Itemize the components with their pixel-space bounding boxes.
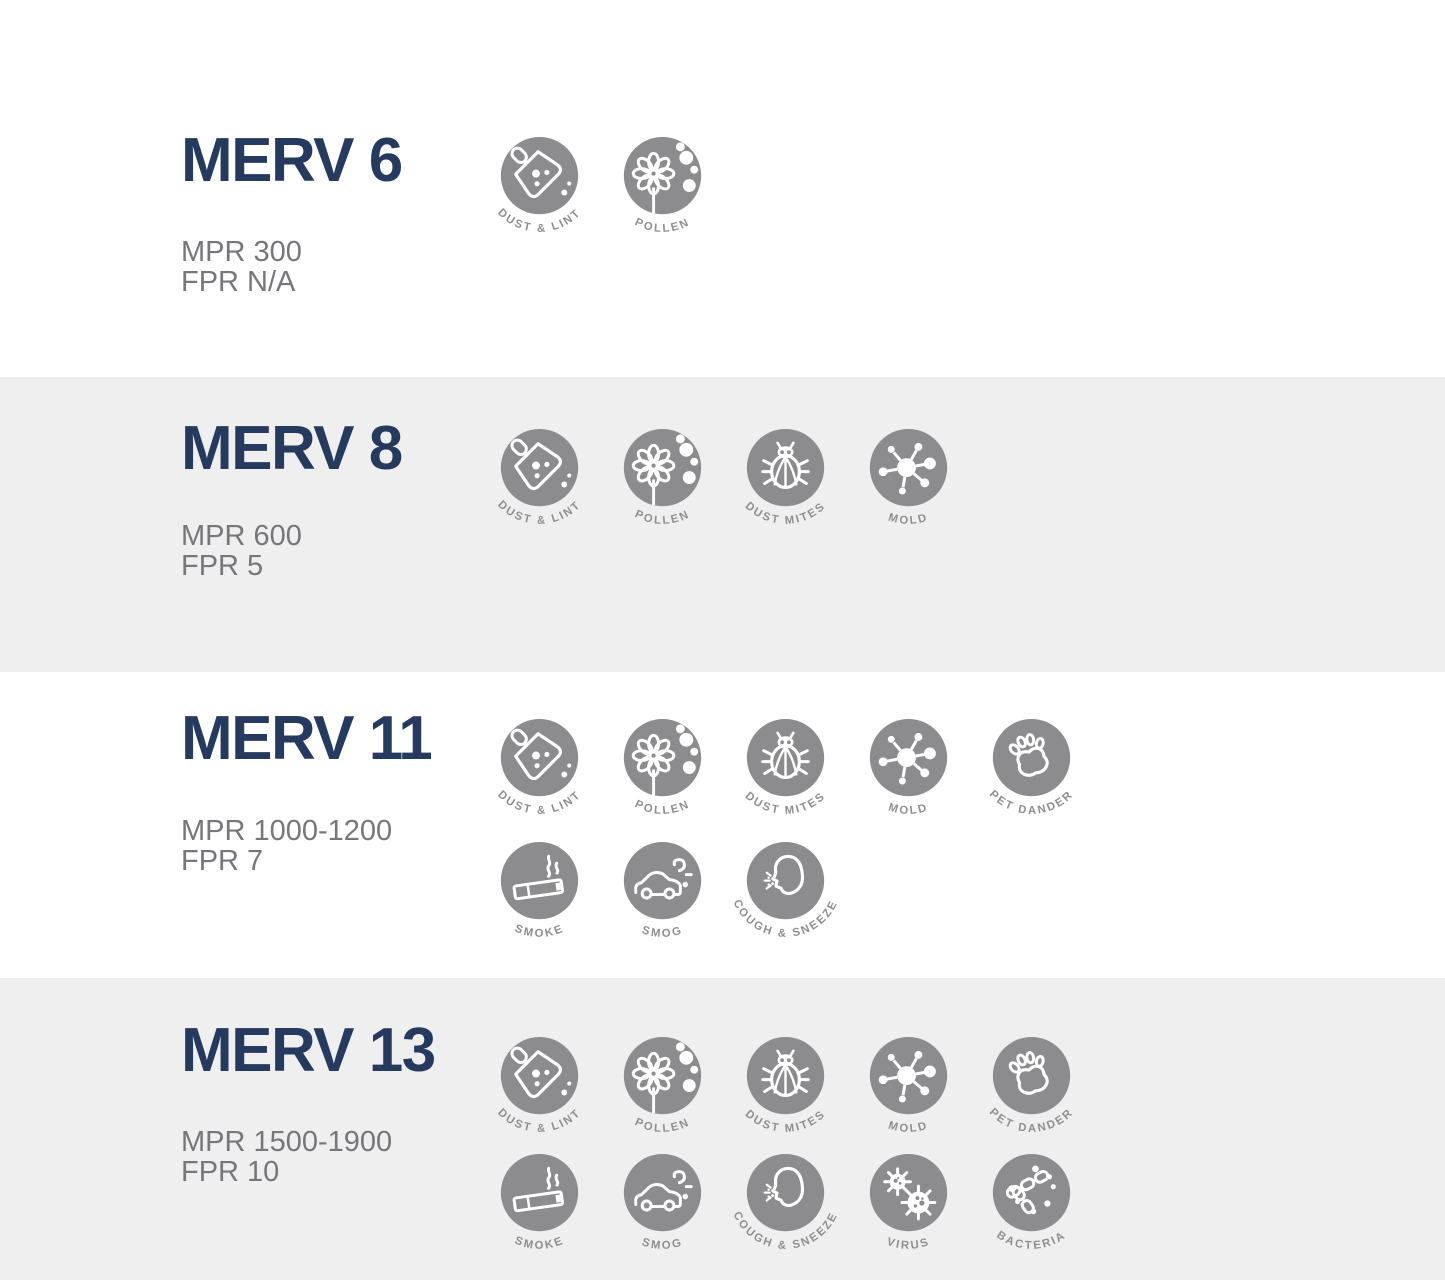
dust-mites-icon: DUST MITES — [743, 718, 826, 817]
pollen-icon: POLLEN — [623, 1036, 702, 1135]
contaminant-icon-row: DUST & LINT POLLEN DUST MITES MOLD PET DANDE… — [478, 714, 1093, 827]
icon-circle — [992, 718, 1071, 797]
pollen-icon: POLLEN — [623, 136, 702, 235]
icon-label: POLLEN — [633, 508, 692, 527]
dust-lint-icon: DUST & LINT — [495, 133, 582, 235]
contaminant-icon-row: DUST & LINT POLLEN — [478, 132, 724, 245]
smog-icon: SMOG — [623, 841, 702, 940]
icon-label: POLLEN — [633, 798, 692, 817]
pollen-icon: POLLEN — [623, 428, 702, 527]
section-ratings: MPR 1500-1900 FPR 10 — [181, 1127, 392, 1187]
mpr-value: MPR 600 — [181, 520, 302, 552]
section-ratings: MPR 1000-1200 FPR 7 — [181, 816, 392, 876]
icon-label: MOLD — [887, 1120, 930, 1136]
section-ratings: MPR 600 FPR 5 — [181, 521, 302, 581]
section-ratings: MPR 300 FPR N/A — [181, 237, 302, 297]
icon-circle — [623, 841, 702, 920]
icon-circle — [500, 428, 579, 507]
fpr-value: FPR 10 — [181, 1156, 280, 1188]
dust-lint-icon: DUST & LINT — [495, 715, 582, 817]
icon-label: SMOG — [640, 924, 684, 940]
contaminant-icon-row: DUST & LINT POLLEN DUST MITES MOLD — [478, 424, 970, 537]
pet-dander-icon: PET DANDER — [987, 1036, 1074, 1135]
fpr-value: FPR N/A — [181, 266, 296, 298]
smoke-icon: SMOKE — [500, 1153, 579, 1252]
cough-sneeze-icon: COUGH & SNEEZE — [730, 841, 838, 940]
section-title: MERV 6 — [181, 126, 403, 195]
icon-circle — [500, 1153, 579, 1232]
contaminant-icon-row: DUST & LINT POLLEN DUST MITES MOLD PET DANDE… — [478, 1032, 1093, 1145]
fpr-value: FPR 5 — [181, 550, 264, 582]
icon-circle — [992, 1036, 1071, 1115]
pollen-icon: POLLEN — [623, 718, 702, 817]
fpr-value: FPR 7 — [181, 845, 264, 877]
section-title: MERV 11 — [181, 704, 433, 773]
dust-mites-icon: DUST MITES — [743, 1036, 826, 1135]
icon-circle — [746, 841, 825, 920]
icon-label: SMOKE — [513, 923, 566, 940]
section-merv-6: MERV 6 MPR 300 FPR N/A DUST & LINT POLLEN — [0, 0, 1445, 377]
smoke-icon: SMOKE — [500, 841, 579, 940]
virus-icon: VIRUS — [869, 1153, 948, 1252]
icon-circle — [746, 1153, 825, 1232]
cough-sneeze-icon: COUGH & SNEEZE — [730, 1153, 838, 1252]
section-merv-8: MERV 8 MPR 600 FPR 5 DUST & LINT POLLEN DU… — [0, 377, 1445, 672]
dust-lint-icon: DUST & LINT — [495, 425, 582, 527]
contaminant-icon-row: SMOKE SMOG COUGH & SNEEZE VIRUS BACTERIA — [478, 1149, 1093, 1262]
pet-dander-icon: PET DANDER — [987, 718, 1074, 817]
icon-label: BACTERIA — [994, 1229, 1068, 1252]
mpr-value: MPR 1500-1900 — [181, 1126, 393, 1158]
mold-icon: MOLD — [869, 718, 948, 818]
smog-icon: SMOG — [623, 1153, 702, 1252]
mold-icon: MOLD — [869, 1036, 948, 1136]
dust-lint-icon: DUST & LINT — [495, 1033, 582, 1135]
mpr-value: MPR 300 — [181, 236, 302, 268]
icon-circle — [500, 1036, 579, 1115]
icon-circle — [500, 136, 579, 215]
dust-mites-icon: DUST MITES — [743, 428, 826, 527]
mpr-value: MPR 1000-1200 — [181, 815, 393, 847]
icon-label: POLLEN — [633, 1116, 692, 1135]
icon-label: MOLD — [887, 802, 930, 818]
bacteria-icon: BACTERIA — [992, 1153, 1071, 1252]
icon-circle — [992, 1153, 1071, 1232]
contaminant-icon-row: SMOKE SMOG COUGH & SNEEZE — [478, 837, 847, 950]
mold-icon: MOLD — [869, 428, 948, 528]
icon-label: MOLD — [887, 512, 930, 528]
icon-circle — [500, 718, 579, 797]
section-title: MERV 13 — [181, 1016, 436, 1085]
icon-label: SMOKE — [513, 1235, 566, 1252]
icon-circle — [623, 1153, 702, 1232]
section-merv-11: MERV 11 MPR 1000-1200 FPR 7 DUST & LINT P… — [0, 672, 1445, 978]
icon-circle — [500, 841, 579, 920]
section-title: MERV 8 — [181, 414, 403, 483]
icon-label: POLLEN — [633, 216, 692, 235]
section-merv-13: MERV 13 MPR 1500-1900 FPR 10 DUST & LINT… — [0, 978, 1445, 1280]
icon-label: VIRUS — [885, 1236, 932, 1252]
icon-label: SMOG — [640, 1236, 684, 1252]
